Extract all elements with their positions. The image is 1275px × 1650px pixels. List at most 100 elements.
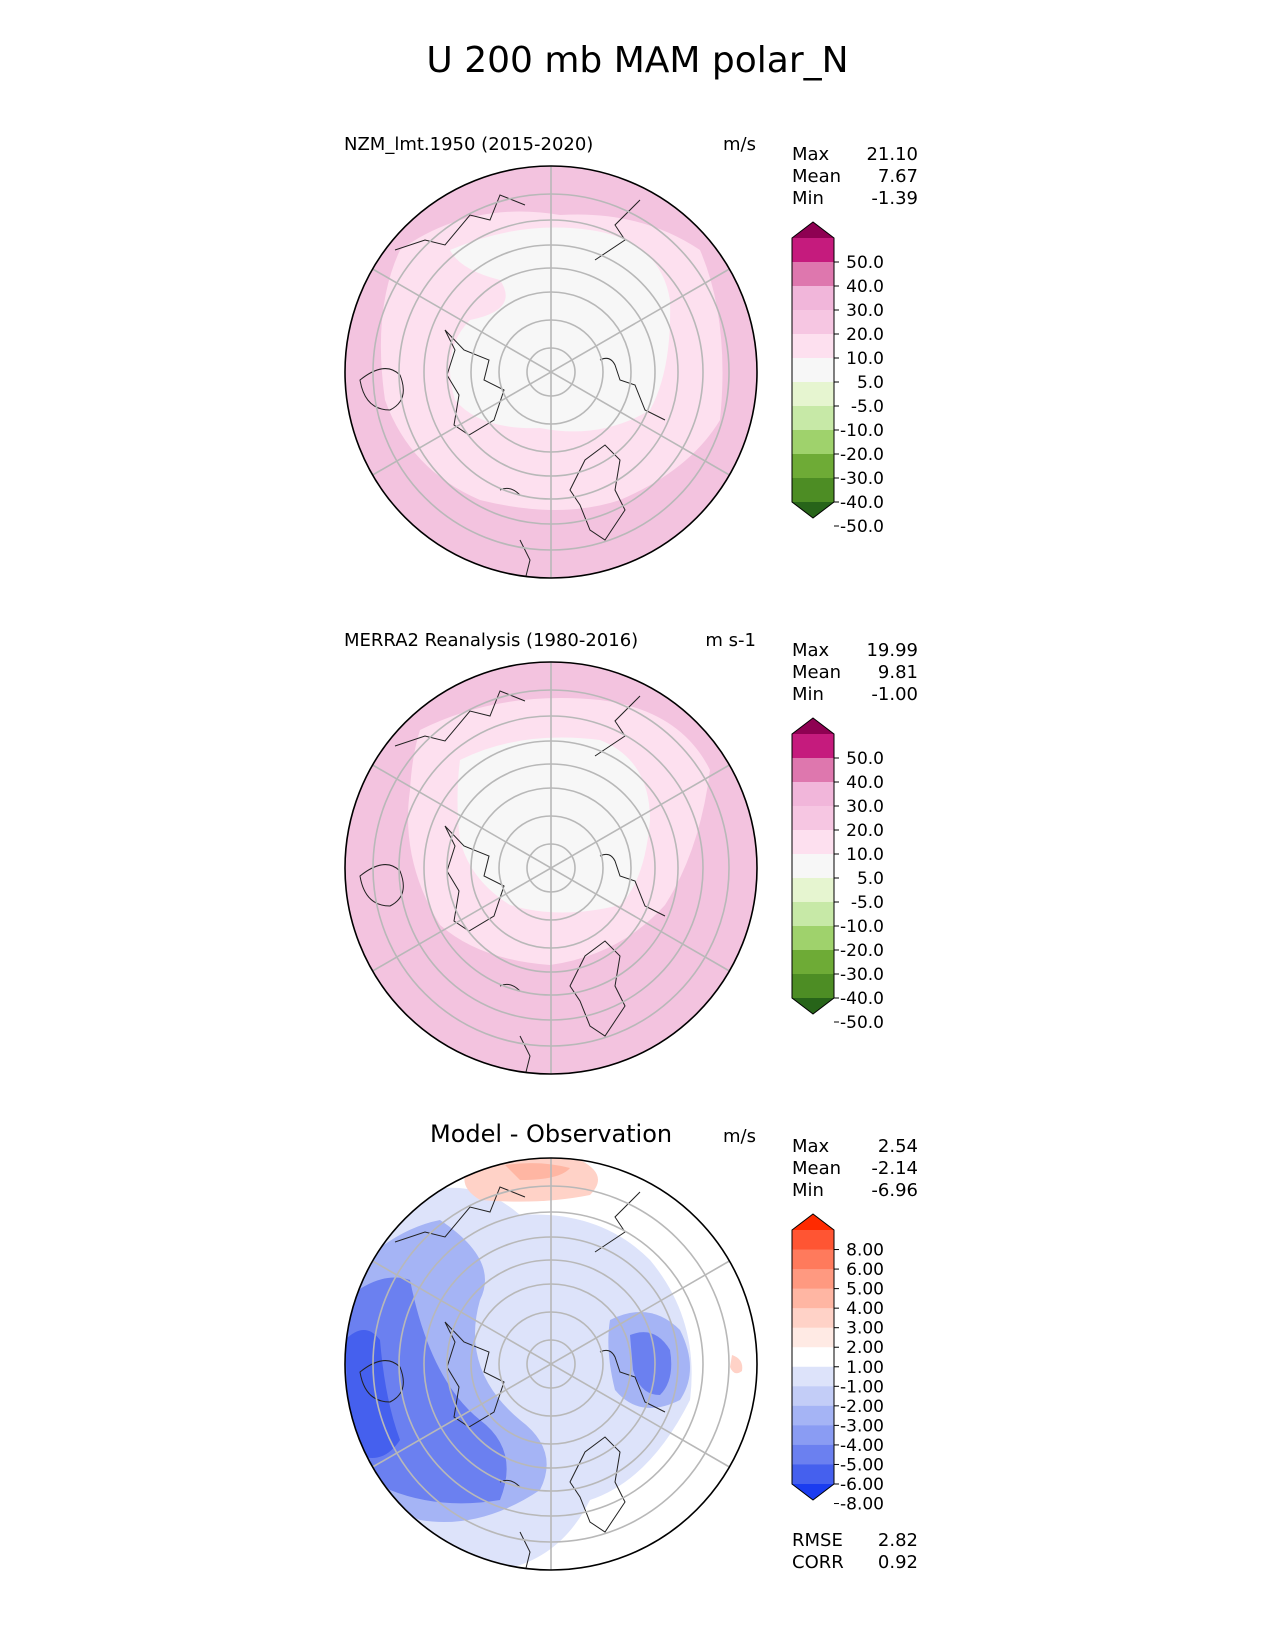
colorbar-tick-label: 50.0	[846, 253, 884, 273]
stat-value: 21.10	[866, 144, 918, 165]
colorbar-bin	[792, 358, 834, 383]
colorbar-tick-label: 50.0	[846, 749, 884, 769]
colorbar-tick-label: 5.00	[846, 1280, 884, 1300]
map-panel-3	[344, 1157, 758, 1571]
colorbar-bin	[792, 782, 834, 807]
colorbar-bin	[792, 478, 834, 503]
colorbar-bin	[792, 1288, 834, 1309]
panel-2-units: m s-1	[705, 630, 756, 651]
stat-value: -6.96	[871, 1180, 918, 1201]
colorbar-bin	[792, 974, 834, 999]
stat-value: 7.67	[877, 166, 918, 187]
colorbar-tick-label: 1.00	[846, 1358, 884, 1378]
stat-value: 2.54	[877, 1136, 918, 1157]
colorbar-bin	[792, 1464, 834, 1485]
colorbar-bin	[792, 1444, 834, 1466]
stat-value: 19.99	[866, 640, 918, 661]
colorbar-tick-label: -8.00	[840, 1495, 884, 1515]
colorbar-tick-label: 3.00	[846, 1319, 884, 1339]
colorbar-bin	[792, 1269, 834, 1290]
colorbar-tick-label: -3.00	[840, 1416, 884, 1436]
stat-value: -1.00	[871, 684, 918, 705]
colorbar-tick-label: -6.00	[840, 1475, 884, 1495]
colorbar-tick-label: 10.0	[846, 349, 884, 369]
colorbar-1: 50.0 40.0 30.0 20.0 10.0 5.0 -5.0 -10.0 -20.0 -30…	[791, 221, 884, 537]
colorbar-bin	[792, 1347, 834, 1368]
colorbar-bin	[792, 734, 834, 759]
colorbar-tick-label: -2.00	[840, 1397, 884, 1417]
colorbar-bin	[792, 854, 834, 879]
colorbar-tick-label: 40.0	[846, 277, 884, 297]
stat-label: Max	[792, 1136, 830, 1157]
stat-value: 9.81	[877, 662, 918, 683]
stat-value: 0.92	[877, 1552, 918, 1573]
colorbar-tick-label: 6.00	[846, 1260, 884, 1280]
colorbar-bin	[792, 1425, 834, 1446]
colorbar-tick-label: -40.0	[840, 989, 884, 1009]
colorbar-tick-label: -40.0	[840, 493, 884, 513]
stat-value: -2.14	[871, 1158, 918, 1179]
stat-label: Mean	[792, 1158, 842, 1179]
stat-label: Min	[792, 1180, 824, 1201]
colorbar-tick-label: -30.0	[840, 469, 884, 489]
colorbar-tick-label: -50.0	[840, 517, 884, 537]
panel-3-extra-stats: RMSE 2.82 CORR 0.92	[792, 1530, 918, 1574]
colorbar-tick-label: 5.0	[857, 869, 884, 889]
stat-value: -1.39	[871, 188, 918, 209]
colorbar-bin	[792, 878, 834, 903]
colorbar-tick-label: -5.0	[851, 893, 884, 913]
colorbar-tick-label: -10.0	[840, 917, 884, 937]
map-panel-1	[344, 165, 758, 579]
stat-label: Max	[792, 144, 830, 165]
colorbar-bin	[792, 1405, 834, 1426]
colorbar-bin	[792, 926, 834, 951]
colorbar-bin	[792, 1230, 834, 1251]
colorbar-tick-label: -30.0	[840, 965, 884, 985]
colorbar-bin	[792, 334, 834, 359]
colorbar-tick-label: -5.0	[851, 397, 884, 417]
colorbar-tick-label: 30.0	[846, 797, 884, 817]
panel-3-stats: Max 2.54 Mean -2.14 Min -6.96	[792, 1136, 918, 1202]
colorbar-bin	[792, 454, 834, 479]
colorbar-tick-label: 8.00	[846, 1241, 884, 1261]
colorbar-bin	[792, 382, 834, 407]
colorbar-tick-label: -5.00	[840, 1455, 884, 1475]
colorbar-bin	[792, 1386, 834, 1407]
colorbar-tick-label: 10.0	[846, 845, 884, 865]
stat-label: Min	[792, 188, 824, 209]
stat-label: Mean	[792, 166, 842, 187]
stat-label: RMSE	[792, 1530, 843, 1551]
colorbar-max-extension	[792, 718, 834, 734]
colorbar-3: 8.006.005.004.003.002.001.00-1.00-2.00-3…	[791, 1213, 884, 1515]
colorbar-tick-label: -20.0	[840, 941, 884, 961]
colorbar-bin	[792, 830, 834, 855]
panel-1-title: NZM_lmt.1950 (2015-2020)	[344, 134, 594, 155]
panel-3-title: Model - Observation	[430, 1120, 673, 1148]
colorbar-min-extension	[792, 502, 834, 518]
colorbar-bin	[792, 902, 834, 927]
colorbar-bin	[792, 1308, 834, 1329]
panel-3-units: m/s	[723, 1126, 756, 1147]
colorbar-tick-label: 4.00	[846, 1299, 884, 1319]
colorbar-max-extension	[792, 222, 834, 238]
colorbar-tick-label: 20.0	[846, 821, 884, 841]
colorbar-min-extension	[792, 1484, 834, 1500]
colorbar-bin	[792, 238, 834, 263]
colorbar-bin	[792, 286, 834, 311]
colorbar-tick-label: -4.00	[840, 1436, 884, 1456]
stat-label: Max	[792, 640, 830, 661]
colorbar-tick-label: -50.0	[840, 1013, 884, 1033]
colorbar-tick-label: -1.00	[840, 1377, 884, 1397]
colorbar-bin	[792, 950, 834, 975]
colorbar-bin	[792, 406, 834, 431]
colorbar-tick-label: -20.0	[840, 445, 884, 465]
colorbar-bin	[792, 1327, 834, 1348]
stat-value: 2.82	[877, 1530, 918, 1551]
panel-1-stats: Max 21.10 Mean 7.67 Min -1.39	[792, 144, 918, 210]
colorbar-bin	[792, 1366, 834, 1387]
colorbar-tick-label: 2.00	[846, 1338, 884, 1358]
colorbar-bin	[792, 310, 834, 335]
colorbar-bin	[792, 430, 834, 455]
stat-label: Min	[792, 684, 824, 705]
